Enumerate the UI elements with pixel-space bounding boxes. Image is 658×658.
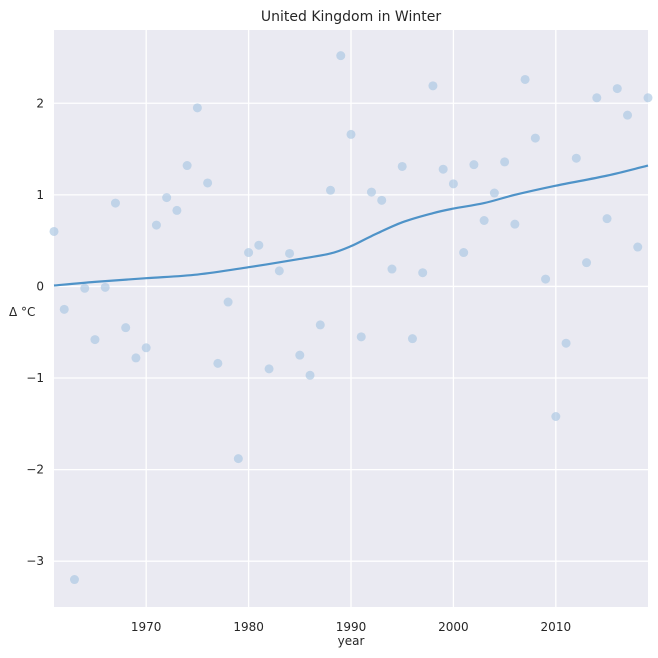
chart-title: United Kingdom in Winter: [261, 9, 441, 25]
data-point: [264, 364, 274, 374]
x-tick-label: 1980: [233, 620, 264, 634]
data-point: [172, 205, 182, 215]
data-point: [561, 338, 571, 348]
data-point: [438, 164, 448, 174]
data-point: [315, 320, 325, 330]
y-tick-label: 2: [36, 96, 44, 110]
data-point: [612, 84, 622, 94]
data-point: [59, 304, 69, 314]
data-point: [346, 129, 356, 139]
data-point: [551, 411, 561, 421]
data-point: [530, 133, 540, 143]
data-point: [407, 334, 417, 344]
data-point: [356, 332, 366, 342]
y-tick-label: −2: [26, 463, 44, 477]
y-tick-label: 0: [36, 279, 44, 293]
data-points: [49, 51, 653, 585]
y-tick-label: −3: [26, 554, 44, 568]
data-point: [131, 353, 141, 363]
data-point: [141, 343, 151, 353]
data-point: [244, 248, 254, 258]
data-point: [49, 226, 59, 236]
data-point: [592, 93, 602, 103]
data-point: [80, 283, 90, 293]
data-point: [366, 187, 376, 197]
data-point: [500, 157, 510, 167]
data-point: [182, 161, 192, 171]
data-point: [274, 266, 284, 276]
data-point: [233, 454, 243, 464]
data-point: [633, 242, 643, 252]
data-point: [213, 358, 223, 368]
x-tick-label: 2010: [541, 620, 572, 634]
data-point: [223, 297, 233, 307]
data-point: [254, 240, 264, 250]
data-point: [643, 93, 653, 103]
data-point: [100, 282, 110, 292]
data-point: [541, 274, 551, 284]
data-point: [295, 350, 305, 360]
data-point: [418, 268, 428, 278]
data-point: [510, 219, 520, 229]
data-point: [623, 110, 633, 120]
data-point: [479, 216, 489, 226]
y-tick-label: 1: [36, 188, 44, 202]
data-point: [469, 160, 479, 170]
data-point: [90, 335, 100, 345]
data-point: [571, 153, 581, 163]
data-point: [582, 258, 592, 268]
data-point: [110, 198, 120, 208]
data-point: [397, 161, 407, 171]
x-tick-labels: 1970 1980 1990 2000 2010: [131, 620, 571, 634]
y-tick-labels: −3 −2 −1 0 1 2: [26, 96, 44, 568]
data-point: [203, 178, 213, 188]
data-point: [602, 214, 612, 224]
data-point: [489, 188, 499, 198]
data-point: [69, 575, 79, 585]
data-point: [520, 74, 530, 84]
data-point: [162, 193, 172, 203]
data-point: [121, 323, 131, 333]
x-axis-label: year: [338, 634, 365, 648]
data-point: [459, 248, 469, 258]
data-point: [336, 51, 346, 61]
data-point: [387, 264, 397, 274]
x-tick-label: 1970: [131, 620, 162, 634]
data-point: [285, 248, 295, 258]
data-point: [192, 103, 202, 113]
y-axis-label: Δ °C: [9, 305, 35, 319]
x-tick-label: 2000: [438, 620, 469, 634]
trend-line: [53, 164, 649, 287]
data-point: [326, 185, 336, 195]
grid: [54, 30, 648, 607]
data-point: [428, 81, 438, 91]
data-point: [305, 370, 315, 380]
x-tick-label: 1990: [336, 620, 367, 634]
y-tick-label: −1: [26, 371, 44, 385]
data-point: [377, 195, 387, 205]
data-point: [151, 220, 161, 230]
data-point: [448, 179, 458, 189]
